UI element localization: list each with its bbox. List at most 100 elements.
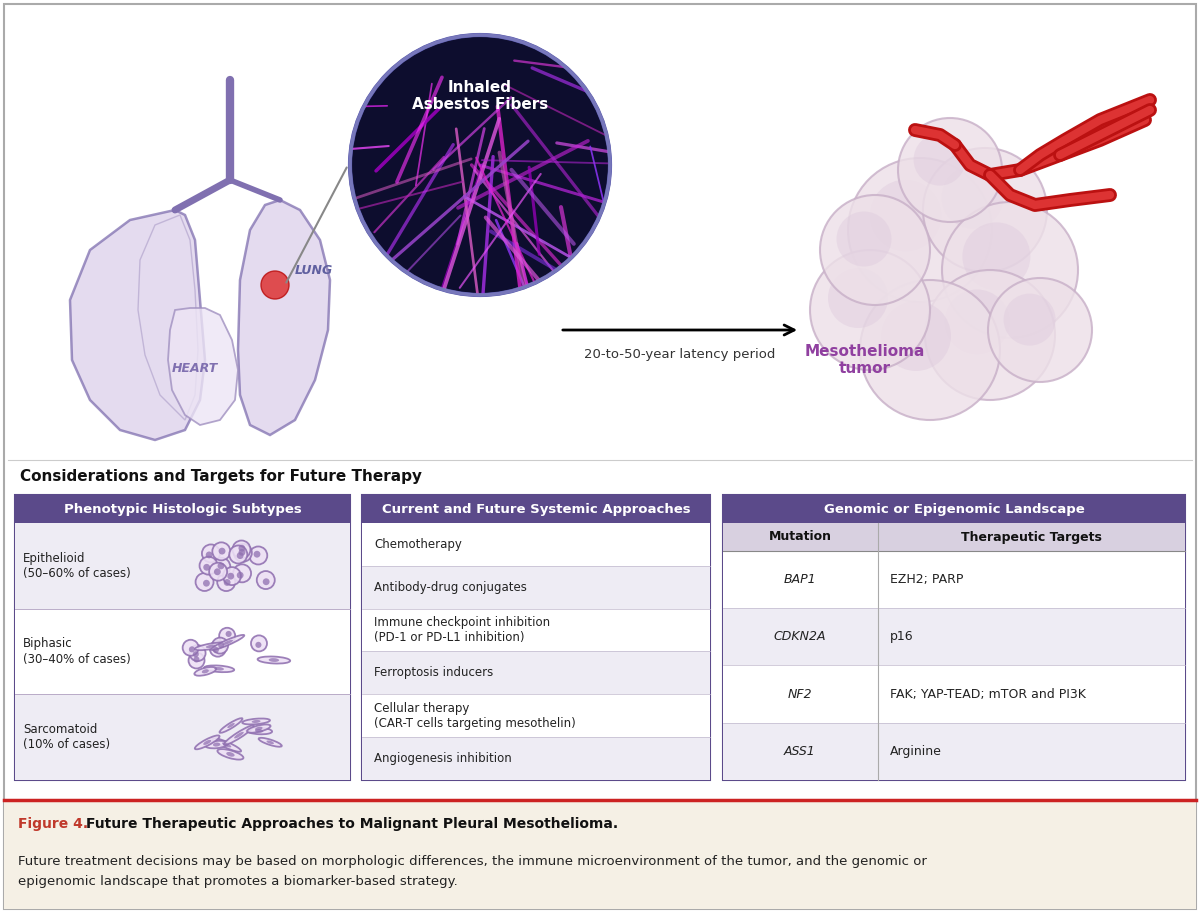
Ellipse shape — [212, 742, 221, 747]
FancyBboxPatch shape — [362, 609, 710, 652]
Ellipse shape — [217, 749, 244, 760]
Ellipse shape — [194, 736, 220, 750]
Text: Therapeutic Targets: Therapeutic Targets — [961, 530, 1102, 543]
Text: Phenotypic Histologic Subtypes: Phenotypic Histologic Subtypes — [64, 502, 301, 516]
Ellipse shape — [194, 667, 216, 676]
Text: Current and Future Systemic Approaches: Current and Future Systemic Approaches — [382, 502, 690, 516]
Ellipse shape — [222, 640, 233, 645]
Circle shape — [988, 278, 1092, 382]
Circle shape — [828, 268, 888, 328]
Polygon shape — [70, 210, 205, 440]
Text: Mesothelioma
tumor: Mesothelioma tumor — [805, 344, 925, 376]
Circle shape — [182, 640, 199, 656]
Circle shape — [190, 645, 205, 661]
Circle shape — [229, 545, 247, 563]
Circle shape — [1003, 294, 1056, 346]
Circle shape — [810, 250, 930, 370]
Text: 20-to-50-year latency period: 20-to-50-year latency period — [584, 348, 775, 361]
Circle shape — [942, 166, 1003, 228]
Circle shape — [239, 545, 245, 551]
Text: BAP1: BAP1 — [784, 573, 816, 586]
Circle shape — [226, 631, 232, 637]
Circle shape — [836, 212, 892, 267]
Ellipse shape — [202, 669, 209, 674]
Circle shape — [251, 635, 266, 651]
Ellipse shape — [246, 728, 272, 734]
Circle shape — [209, 562, 227, 581]
FancyBboxPatch shape — [14, 523, 350, 609]
Circle shape — [253, 551, 260, 558]
Ellipse shape — [256, 729, 263, 733]
Ellipse shape — [266, 740, 274, 744]
Text: Cellular therapy
(CAR-T cells targeting mesothelin): Cellular therapy (CAR-T cells targeting … — [374, 702, 576, 729]
Circle shape — [262, 271, 289, 299]
FancyBboxPatch shape — [4, 800, 1196, 909]
Text: Future treatment decisions may be based on morphologic differences, the immune m: Future treatment decisions may be based … — [18, 855, 926, 888]
Circle shape — [925, 270, 1055, 400]
FancyBboxPatch shape — [722, 666, 1186, 723]
FancyBboxPatch shape — [362, 694, 710, 737]
Text: Considerations and Targets for Future Therapy: Considerations and Targets for Future Th… — [20, 468, 422, 484]
Circle shape — [205, 551, 212, 559]
Text: p16: p16 — [890, 630, 913, 644]
Circle shape — [870, 180, 942, 252]
Circle shape — [212, 647, 218, 653]
Circle shape — [218, 548, 226, 554]
FancyBboxPatch shape — [14, 694, 350, 780]
Text: Inhaled
Asbestos Fibers: Inhaled Asbestos Fibers — [412, 80, 548, 112]
FancyBboxPatch shape — [722, 495, 1186, 523]
FancyBboxPatch shape — [722, 551, 1186, 608]
Circle shape — [188, 646, 194, 653]
Text: EZH2; PARP: EZH2; PARP — [890, 573, 964, 586]
Ellipse shape — [204, 666, 234, 672]
Text: Antibody-drug conjugates: Antibody-drug conjugates — [374, 581, 527, 593]
Circle shape — [193, 651, 199, 657]
Circle shape — [942, 202, 1078, 338]
Text: Mutation: Mutation — [768, 530, 832, 543]
Text: NF2: NF2 — [787, 687, 812, 700]
Text: Ferroptosis inducers: Ferroptosis inducers — [374, 666, 493, 679]
Text: Arginine: Arginine — [890, 745, 942, 758]
Ellipse shape — [252, 720, 260, 723]
Circle shape — [193, 656, 199, 663]
FancyBboxPatch shape — [362, 737, 710, 780]
Ellipse shape — [205, 740, 228, 749]
Circle shape — [223, 567, 241, 585]
Circle shape — [913, 133, 966, 185]
Ellipse shape — [215, 667, 224, 670]
Ellipse shape — [269, 658, 280, 662]
Circle shape — [236, 572, 244, 579]
Circle shape — [250, 547, 268, 564]
Text: Sarcomatoid
(10% of cases): Sarcomatoid (10% of cases) — [23, 723, 110, 751]
Circle shape — [196, 573, 214, 591]
Circle shape — [203, 580, 210, 587]
Circle shape — [236, 552, 244, 559]
Circle shape — [820, 195, 930, 305]
Circle shape — [239, 549, 246, 556]
Circle shape — [217, 573, 235, 591]
Ellipse shape — [211, 635, 245, 650]
Text: LUNG: LUNG — [295, 264, 334, 277]
Ellipse shape — [258, 656, 290, 664]
Circle shape — [217, 562, 224, 570]
Ellipse shape — [222, 742, 232, 748]
FancyBboxPatch shape — [362, 566, 710, 609]
Circle shape — [350, 35, 610, 295]
Circle shape — [212, 542, 230, 561]
Ellipse shape — [212, 738, 241, 751]
Text: HEART: HEART — [172, 362, 218, 374]
Ellipse shape — [234, 732, 244, 739]
Circle shape — [212, 558, 230, 576]
Circle shape — [233, 564, 251, 582]
FancyBboxPatch shape — [14, 495, 350, 523]
Ellipse shape — [194, 643, 227, 650]
Circle shape — [220, 628, 235, 644]
Text: Angiogenesis inhibition: Angiogenesis inhibition — [374, 752, 511, 765]
Polygon shape — [168, 308, 238, 425]
FancyBboxPatch shape — [14, 609, 350, 694]
Circle shape — [210, 641, 226, 656]
Circle shape — [218, 642, 224, 648]
Ellipse shape — [259, 738, 282, 747]
Circle shape — [199, 557, 217, 574]
Circle shape — [188, 653, 204, 668]
